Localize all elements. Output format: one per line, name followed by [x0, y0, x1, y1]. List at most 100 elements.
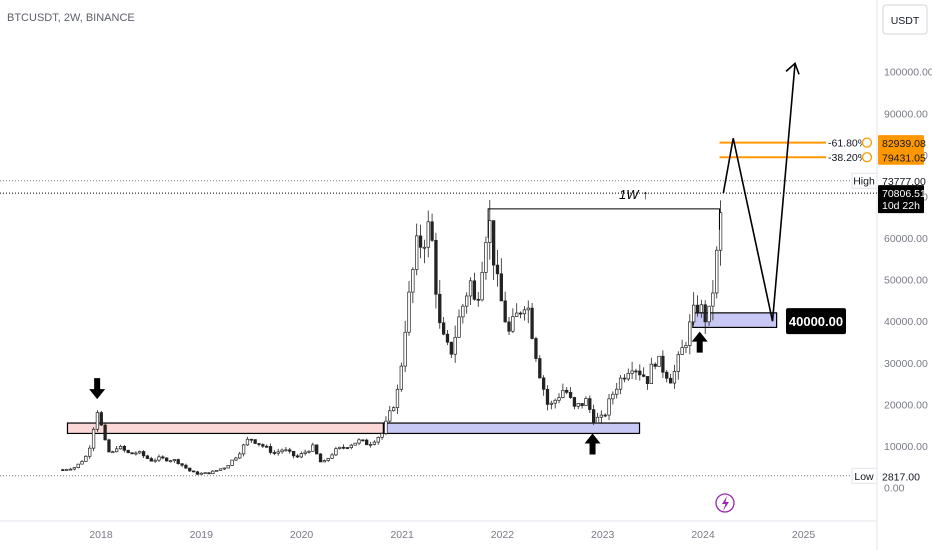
candle: [307, 450, 311, 454]
candle: [141, 450, 146, 459]
candle-body: [122, 445, 127, 451]
lightning-icon[interactable]: [715, 493, 735, 513]
candle: [630, 361, 634, 380]
candle: [115, 445, 119, 453]
candle-body: [199, 472, 203, 475]
candle: [553, 398, 557, 409]
candle: [280, 448, 284, 454]
candle: [580, 403, 584, 409]
candle: [65, 468, 69, 471]
candle-body: [168, 460, 173, 463]
candle-body: [645, 376, 650, 384]
candle: [399, 362, 403, 392]
candle: [272, 449, 277, 456]
candle: [472, 272, 477, 301]
candle: [334, 446, 338, 456]
candle: [688, 314, 692, 355]
candle-body: [488, 220, 492, 243]
candle-body: [368, 444, 373, 446]
candle-body: [395, 388, 400, 409]
arrow-up-icon: [584, 433, 601, 455]
candle: [76, 463, 80, 469]
candle: [676, 351, 680, 380]
candle: [345, 447, 350, 450]
price-axis[interactable]: 100000.0090000.0080000.0070000.0060000.0…: [884, 67, 932, 495]
candle-body: [284, 449, 288, 452]
candle: [530, 303, 534, 340]
candle: [168, 459, 173, 463]
candle: [695, 295, 700, 317]
candle-body: [557, 397, 561, 401]
candle: [495, 249, 500, 287]
candle-body: [688, 321, 692, 346]
candle-body: [441, 322, 446, 335]
candle: [111, 450, 115, 454]
candle: [511, 308, 515, 334]
candle: [522, 306, 527, 321]
candle-body: [672, 371, 677, 384]
candle: [222, 467, 227, 471]
candle-body: [449, 341, 453, 355]
candle-body: [434, 239, 438, 295]
candle-body: [403, 331, 407, 367]
y-tick-label: 50000.00: [884, 275, 928, 287]
one-week-bracket: [487, 208, 720, 239]
candle-body: [222, 467, 227, 470]
candle: [180, 463, 184, 467]
candle: [626, 368, 630, 382]
candle: [699, 299, 704, 318]
candle-body: [545, 388, 550, 405]
candle: [318, 453, 323, 463]
candle-body: [215, 469, 219, 472]
candle: [661, 350, 665, 378]
candle: [376, 436, 380, 445]
time-axis[interactable]: 2018 2019 2020 2021 2022 2023 2024 2025: [89, 529, 815, 541]
candle-body: [507, 321, 511, 332]
x-tick-label: 2019: [190, 529, 214, 541]
candle: [672, 364, 677, 389]
candle-body: [291, 450, 296, 457]
candle: [103, 422, 107, 441]
candle: [241, 443, 246, 457]
candle: [545, 385, 550, 411]
candle-body: [526, 307, 530, 311]
candle: [526, 300, 530, 324]
candle-body: [480, 272, 484, 301]
candle-body: [703, 304, 707, 323]
candle: [515, 303, 519, 317]
currency-button[interactable]: USDT: [882, 4, 928, 35]
candle: [692, 292, 696, 325]
arrow-up-icon: [691, 331, 708, 353]
candle: [642, 367, 646, 378]
candle: [149, 456, 153, 462]
candle-body: [118, 445, 123, 450]
candle: [315, 444, 319, 455]
candle: [607, 393, 611, 421]
candle-body: [68, 468, 73, 471]
candle: [134, 451, 138, 456]
candle-body: [599, 414, 603, 418]
candle: [476, 291, 480, 307]
candle: [245, 436, 250, 446]
arrow-down-icon: [89, 378, 106, 400]
candle: [449, 341, 453, 358]
candle-body: [345, 447, 350, 449]
candle: [703, 300, 707, 335]
candle: [649, 357, 653, 384]
candle: [291, 450, 296, 459]
fib-price-tag-text: 82939.08: [882, 138, 926, 150]
candle-body: [518, 312, 523, 315]
fib-alert-icon: [861, 152, 873, 163]
candle: [226, 465, 230, 469]
candle: [353, 442, 357, 446]
candle: [207, 472, 211, 475]
candle: [465, 292, 469, 314]
candle-body: [349, 444, 353, 448]
zone-price-label-box: [786, 308, 846, 335]
candle: [238, 451, 242, 460]
candle: [372, 440, 377, 446]
candle-body: [149, 458, 153, 462]
